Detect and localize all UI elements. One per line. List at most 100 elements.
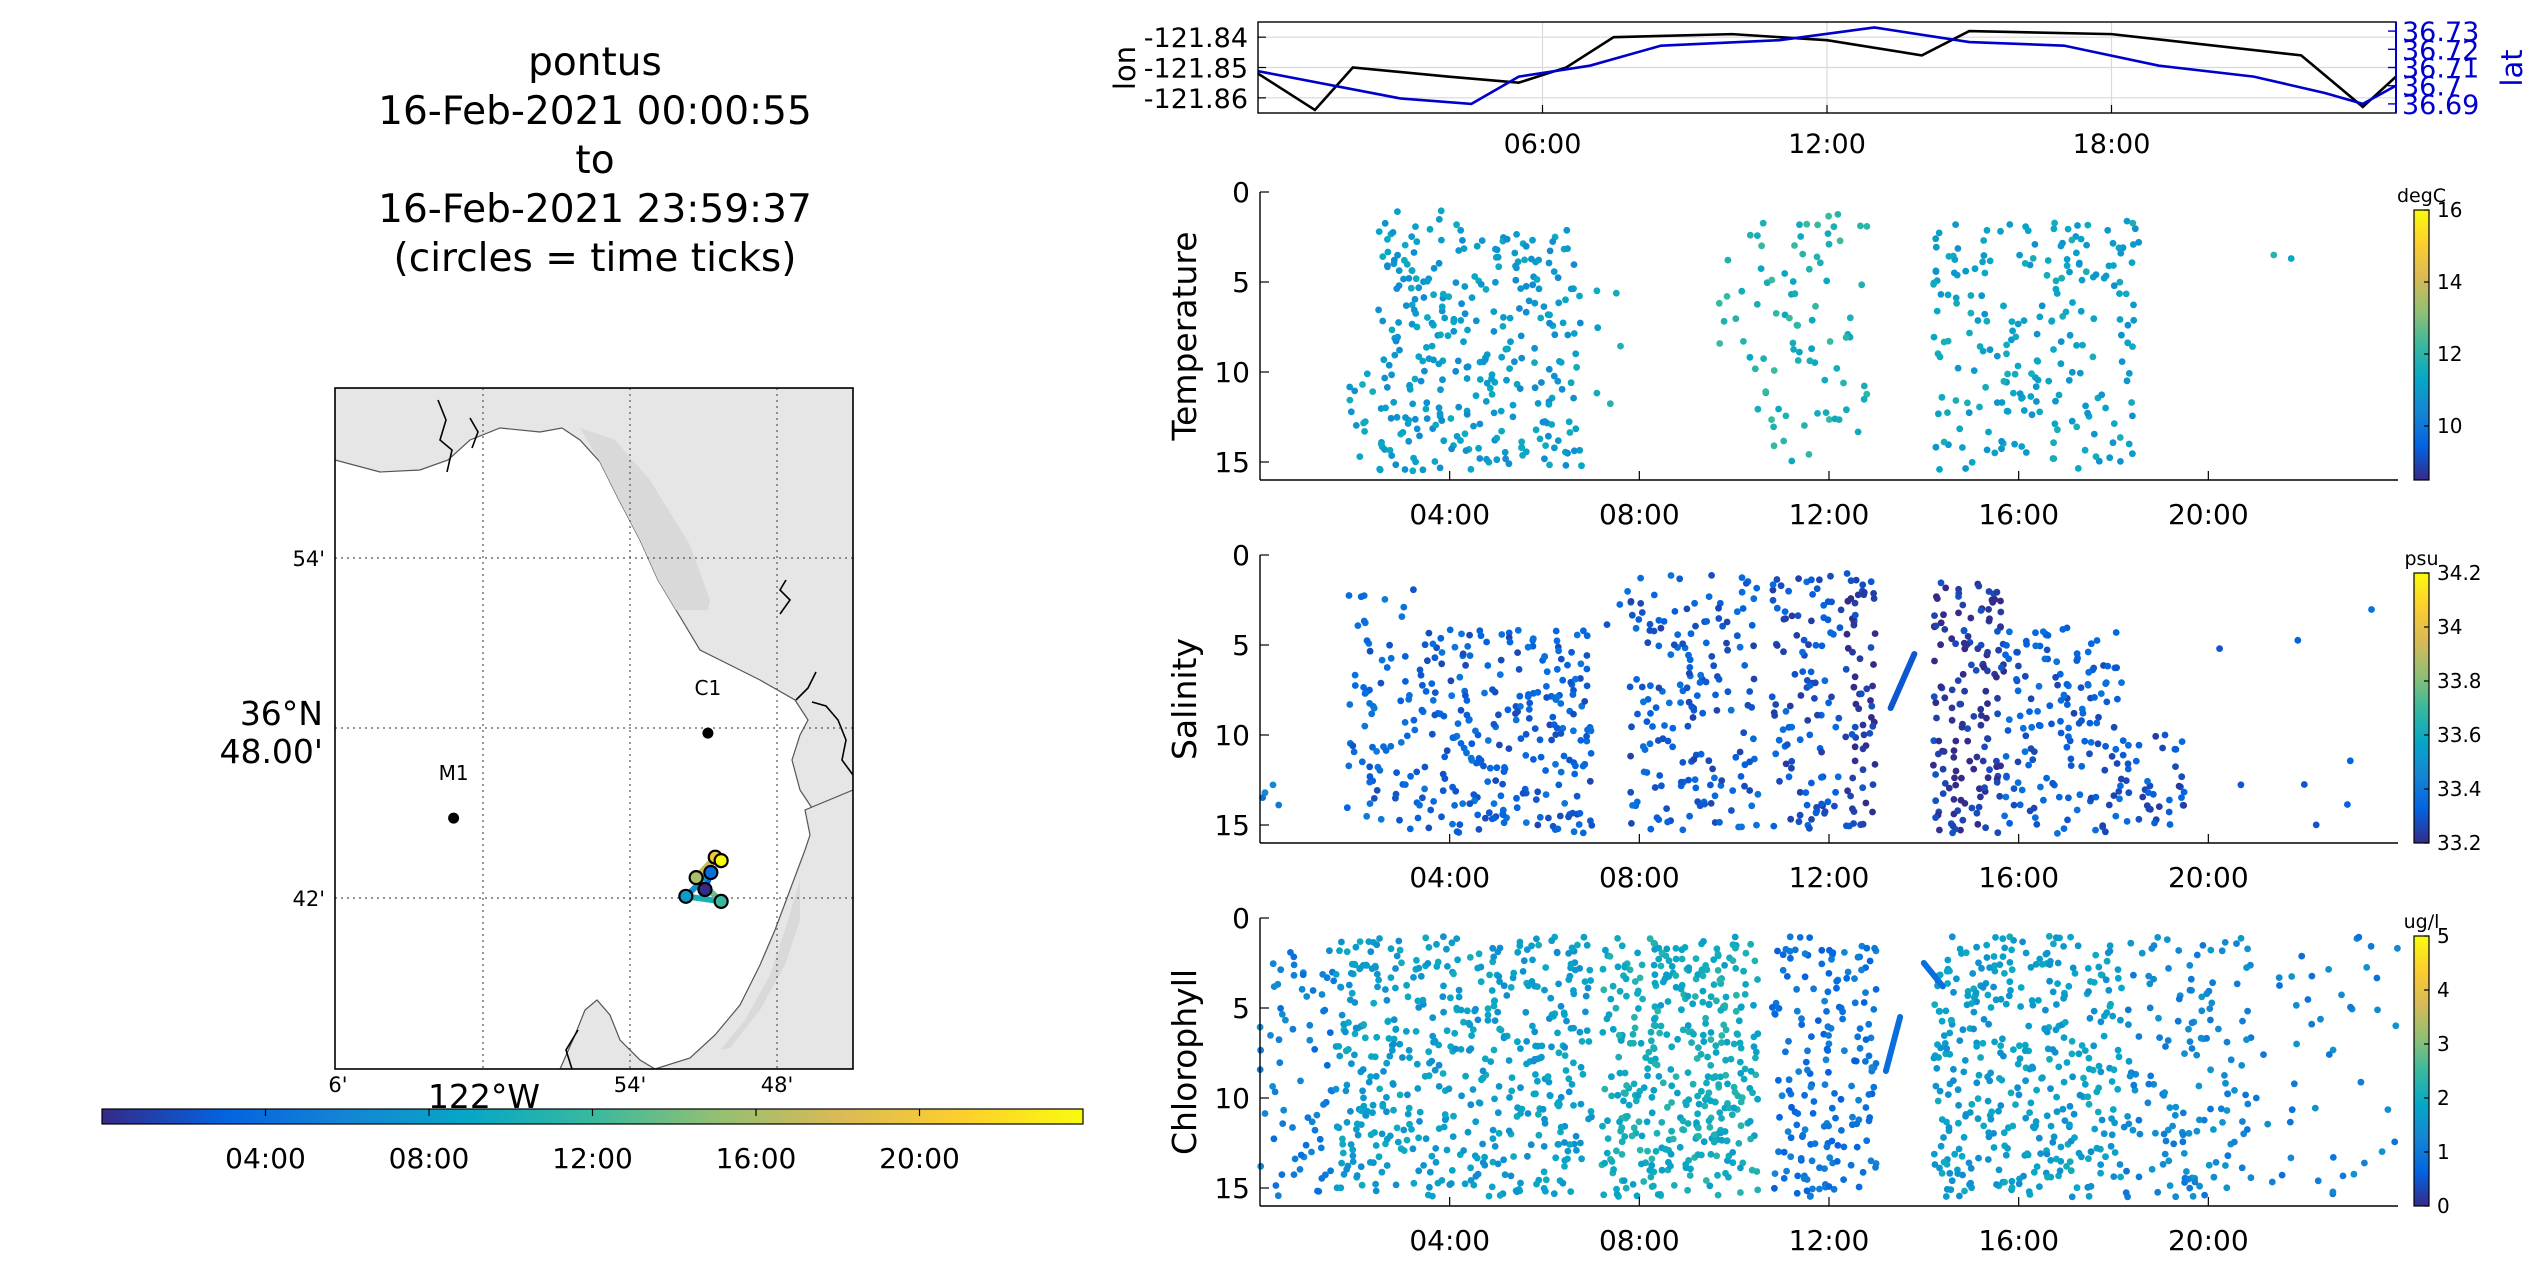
temperature-point [2130,316,2138,324]
chlorophyll-point [1378,1130,1386,1138]
chlorophyll-point [2085,1065,2093,1073]
temperature-point [2018,443,2026,450]
salinity-point [1467,754,1475,762]
salinity-colorbar-tick-label: 33.4 [2437,777,2482,801]
salinity-point [2030,804,2038,812]
chlorophyll-point [1843,974,1851,982]
temperature-point [1409,400,1417,408]
salinity-point [2178,794,2185,801]
chlorophyll-point [1290,961,1298,969]
temperature-point [1453,221,1460,229]
chlorophyll-point [1387,945,1395,953]
salinity-point [1552,627,1560,635]
temperature-point [1555,299,1563,307]
chlorophyll-point [1481,1055,1489,1063]
chlorophyll-point [1840,1176,1847,1183]
chlorophyll-point [1721,1002,1729,1010]
salinity-point [1852,576,1860,584]
chlorophyll-point [2339,1172,2347,1180]
salinity-point [1466,652,1474,659]
chlorophyll-point [1986,1077,1994,1085]
temperature-point [1967,292,1975,299]
chlorophyll-point [1943,1045,1951,1053]
salinity-point [1583,652,1591,659]
chlorophyll-point [1806,1193,1814,1200]
temperature-point [1438,417,1446,424]
chlorophyll-point [1832,1114,1839,1122]
chlorophyll-point [1306,1021,1314,1029]
chlorophyll-point [1517,1110,1524,1117]
chlorophyll-point [2053,1108,2061,1116]
chlorophyll-point [2191,1178,2199,1186]
chlorophyll-point [1657,1002,1665,1009]
salinity-point [1982,824,1989,832]
salinity-point [1701,800,1708,808]
salinity-point [1870,590,1877,597]
chlorophyll-point [1469,1086,1477,1093]
chlorophyll-point [1535,941,1542,949]
chlorophyll-point [2067,1167,2075,1175]
chlorophyll-point [1688,1039,1695,1046]
salinity-point [1825,699,1832,707]
temperature-point [1502,455,1509,463]
chlorophyll-point [2094,1108,2102,1116]
chlorophyll-point [1783,1167,1790,1175]
chlorophyll-point [1375,1153,1383,1161]
salinity-x-tick-label: 16:00 [1978,861,2059,894]
salinity-point [1788,757,1796,765]
chlorophyll-point [1413,1060,1421,1068]
temperature-point [1493,434,1501,442]
temperature-point [1412,275,1420,283]
salinity-point [1950,747,1958,754]
salinity-point [1351,671,1359,679]
salinity-point [1626,683,1634,691]
temperature-point [1490,328,1498,335]
chlorophyll-point [1855,1183,1863,1191]
salinity-point [1517,735,1525,742]
salinity-point [1513,794,1520,802]
salinity-point [1516,692,1524,700]
chlorophyll-point [2100,1130,2108,1138]
chlorophyll-point [1703,966,1711,974]
temperature-point [1797,233,1805,240]
temperature-point [2082,268,2090,276]
salinity-point [1932,699,1940,707]
chlorophyll-point [1555,1098,1562,1106]
chlorophyll-point [1804,1047,1811,1055]
salinity-point [2081,737,2089,745]
temperature-colorbar-unit: degC [2397,185,2446,207]
salinity-point [1575,821,1583,828]
salinity-point [1994,628,2001,635]
temperature-point [1843,406,1850,414]
chlorophyll-point [1987,1069,1995,1077]
chlorophyll-point [1694,1124,1702,1132]
temperature-point [1385,361,1393,369]
chlorophyll-point [1599,1029,1607,1036]
chlorophyll-point [1997,995,2005,1003]
chlorophyll-point [1644,1147,1651,1155]
salinity-point [2102,742,2110,750]
salinity-point [1710,662,1718,670]
salinity-point [2064,816,2071,824]
salinity-point [1579,762,1587,770]
chlorophyll-point [1372,1142,1380,1149]
temperature-point [1410,249,1418,256]
chlorophyll-point [2224,1090,2232,1098]
salinity-point [1753,821,1760,829]
salinity-point [1963,641,1971,649]
chlorophyll-point [1453,935,1461,942]
chlorophyll-point [1663,1031,1671,1038]
salinity-point [1862,799,1870,807]
temperature-point [1405,275,1413,282]
chlorophyll-point [1701,1102,1709,1110]
chlorophyll-point [2069,964,2077,972]
chlorophyll-point [1824,1047,1832,1054]
temperature-point [1413,238,1421,246]
salinity-point [1941,694,1949,702]
chlorophyll-point [1990,983,1997,991]
chlorophyll-point [1737,1070,1745,1077]
chlorophyll-point [1999,1035,2006,1043]
chlorophyll-point [1841,949,1848,956]
chlorophyll-point [1991,1038,1998,1046]
salinity-point [1664,737,1672,745]
